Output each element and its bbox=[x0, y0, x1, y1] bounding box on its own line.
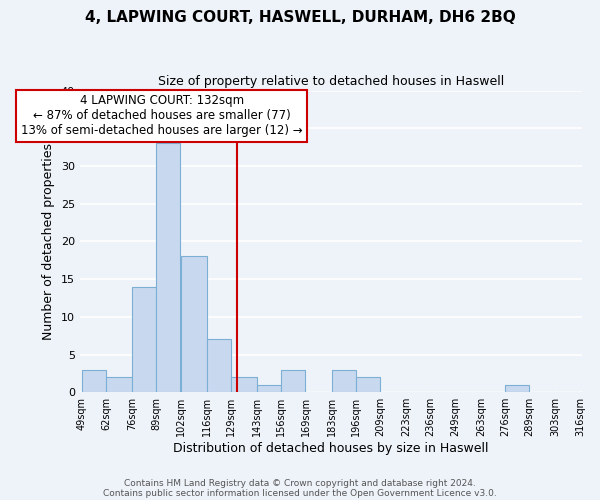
X-axis label: Distribution of detached houses by size in Haswell: Distribution of detached houses by size … bbox=[173, 442, 488, 455]
Bar bbox=[332, 370, 356, 392]
Bar bbox=[106, 377, 132, 392]
Bar bbox=[157, 144, 181, 392]
Bar bbox=[257, 384, 281, 392]
Bar bbox=[181, 256, 206, 392]
Bar bbox=[132, 286, 156, 392]
Text: Contains HM Land Registry data © Crown copyright and database right 2024.: Contains HM Land Registry data © Crown c… bbox=[124, 478, 476, 488]
Bar bbox=[231, 377, 257, 392]
Bar bbox=[356, 377, 380, 392]
Text: 4, LAPWING COURT, HASWELL, DURHAM, DH6 2BQ: 4, LAPWING COURT, HASWELL, DURHAM, DH6 2… bbox=[85, 10, 515, 25]
Bar bbox=[281, 370, 305, 392]
Bar bbox=[82, 370, 106, 392]
Title: Size of property relative to detached houses in Haswell: Size of property relative to detached ho… bbox=[158, 75, 504, 88]
Bar bbox=[207, 340, 231, 392]
Bar bbox=[505, 384, 529, 392]
Text: 4 LAPWING COURT: 132sqm
← 87% of detached houses are smaller (77)
13% of semi-de: 4 LAPWING COURT: 132sqm ← 87% of detache… bbox=[21, 94, 302, 138]
Y-axis label: Number of detached properties: Number of detached properties bbox=[42, 143, 55, 340]
Text: Contains public sector information licensed under the Open Government Licence v3: Contains public sector information licen… bbox=[103, 488, 497, 498]
